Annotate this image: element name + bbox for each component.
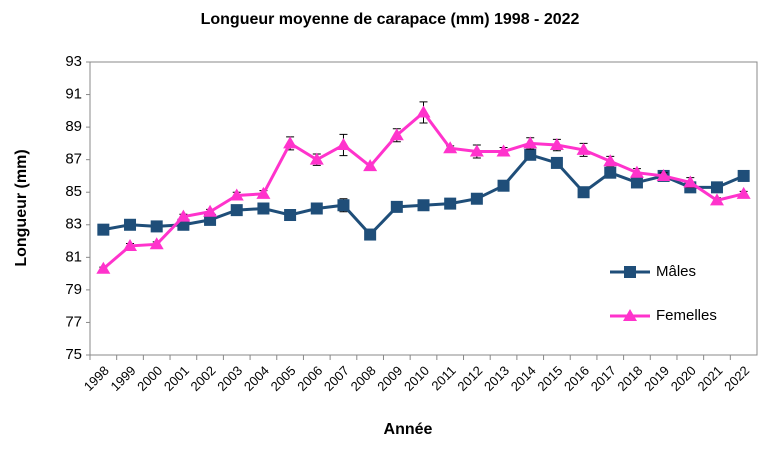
marker [630,176,643,189]
marker [710,181,723,194]
marker [257,202,270,215]
y-tick-label: 83 [65,216,82,233]
marker [683,175,698,188]
marker [629,165,644,178]
marker [469,144,484,157]
series-line [103,153,745,237]
legend-label: Femelles [656,307,717,324]
x-tick-label: 2015 [534,363,565,394]
marker [524,148,537,161]
marker [310,202,323,215]
legend-label: Mâles [656,263,696,280]
x-tick-label: 2002 [188,363,219,394]
marker [604,166,617,179]
marker [549,138,564,151]
y-tick-label: 87 [65,151,82,168]
chart-title: Longueur moyenne de carapace (mm) 1998 -… [201,11,580,28]
marker [203,204,218,217]
x-tick-label: 2010 [401,363,432,394]
x-tick-label: 2017 [588,363,619,394]
marker [123,238,138,251]
x-tick-label: 1998 [81,363,112,394]
x-tick-label: 2007 [321,363,352,394]
x-tick-label: 2000 [134,363,165,394]
marker [624,266,636,278]
marker [390,200,403,213]
x-tick-label: 2014 [508,363,539,394]
marker [284,209,297,222]
x-tick-label: 2013 [481,363,512,394]
marker [443,141,458,154]
marker [204,213,217,226]
x-axis-label: Année [384,421,433,438]
y-tick-label: 75 [65,346,82,363]
marker [603,154,618,167]
y-axis-label: Longueur (mm) [13,149,30,266]
x-tick-label: 2021 [694,363,725,394]
marker [496,144,511,157]
x-tick-label: 2018 [614,363,645,394]
marker [337,199,350,212]
plot-area [89,61,758,356]
x-tick-label: 2012 [454,363,485,394]
x-tick-label: 2011 [428,363,458,393]
marker [389,128,404,141]
x-tick-label: 2005 [268,363,299,394]
marker [230,204,243,217]
marker [550,156,563,169]
marker [497,179,510,192]
marker [417,199,430,212]
y-tick-label: 91 [65,86,82,103]
x-tick-label: 2022 [721,363,752,394]
x-tick-label: 1999 [108,363,139,394]
y-tick-label: 93 [65,53,82,70]
marker [256,186,271,199]
marker [336,138,351,151]
series-line [102,110,745,270]
x-tick-label: 2004 [241,363,272,394]
marker [470,192,483,205]
marker [523,136,538,149]
marker [736,186,751,199]
marker [149,237,164,250]
marker [176,209,191,222]
x-tick-label: 2008 [348,363,379,394]
marker [97,223,110,236]
marker [363,159,378,172]
marker [96,261,111,274]
marker [709,193,724,206]
marker [309,152,324,165]
x-tick-label: 2003 [214,363,245,394]
y-tick-label: 77 [65,313,82,330]
x-tick-label: 2019 [641,363,672,394]
marker [737,169,750,182]
y-tick-label: 81 [65,248,82,265]
x-tick-label: 2006 [294,363,325,394]
x-tick-label: 2016 [561,363,592,394]
x-tick-label: 2020 [668,363,699,394]
marker [416,105,431,118]
marker [576,142,591,155]
marker [229,188,244,201]
marker [124,218,137,231]
y-tick-label: 89 [65,118,82,135]
marker [623,309,637,321]
y-tick-label: 79 [65,281,82,298]
x-tick-label: 2009 [374,363,405,394]
marker [656,168,671,181]
marker [577,186,590,199]
x-tick-label: 2001 [161,363,192,394]
y-tick-label: 85 [65,183,82,200]
marker [444,197,457,210]
marker [150,220,163,233]
marker [364,228,377,241]
marker [283,136,298,149]
